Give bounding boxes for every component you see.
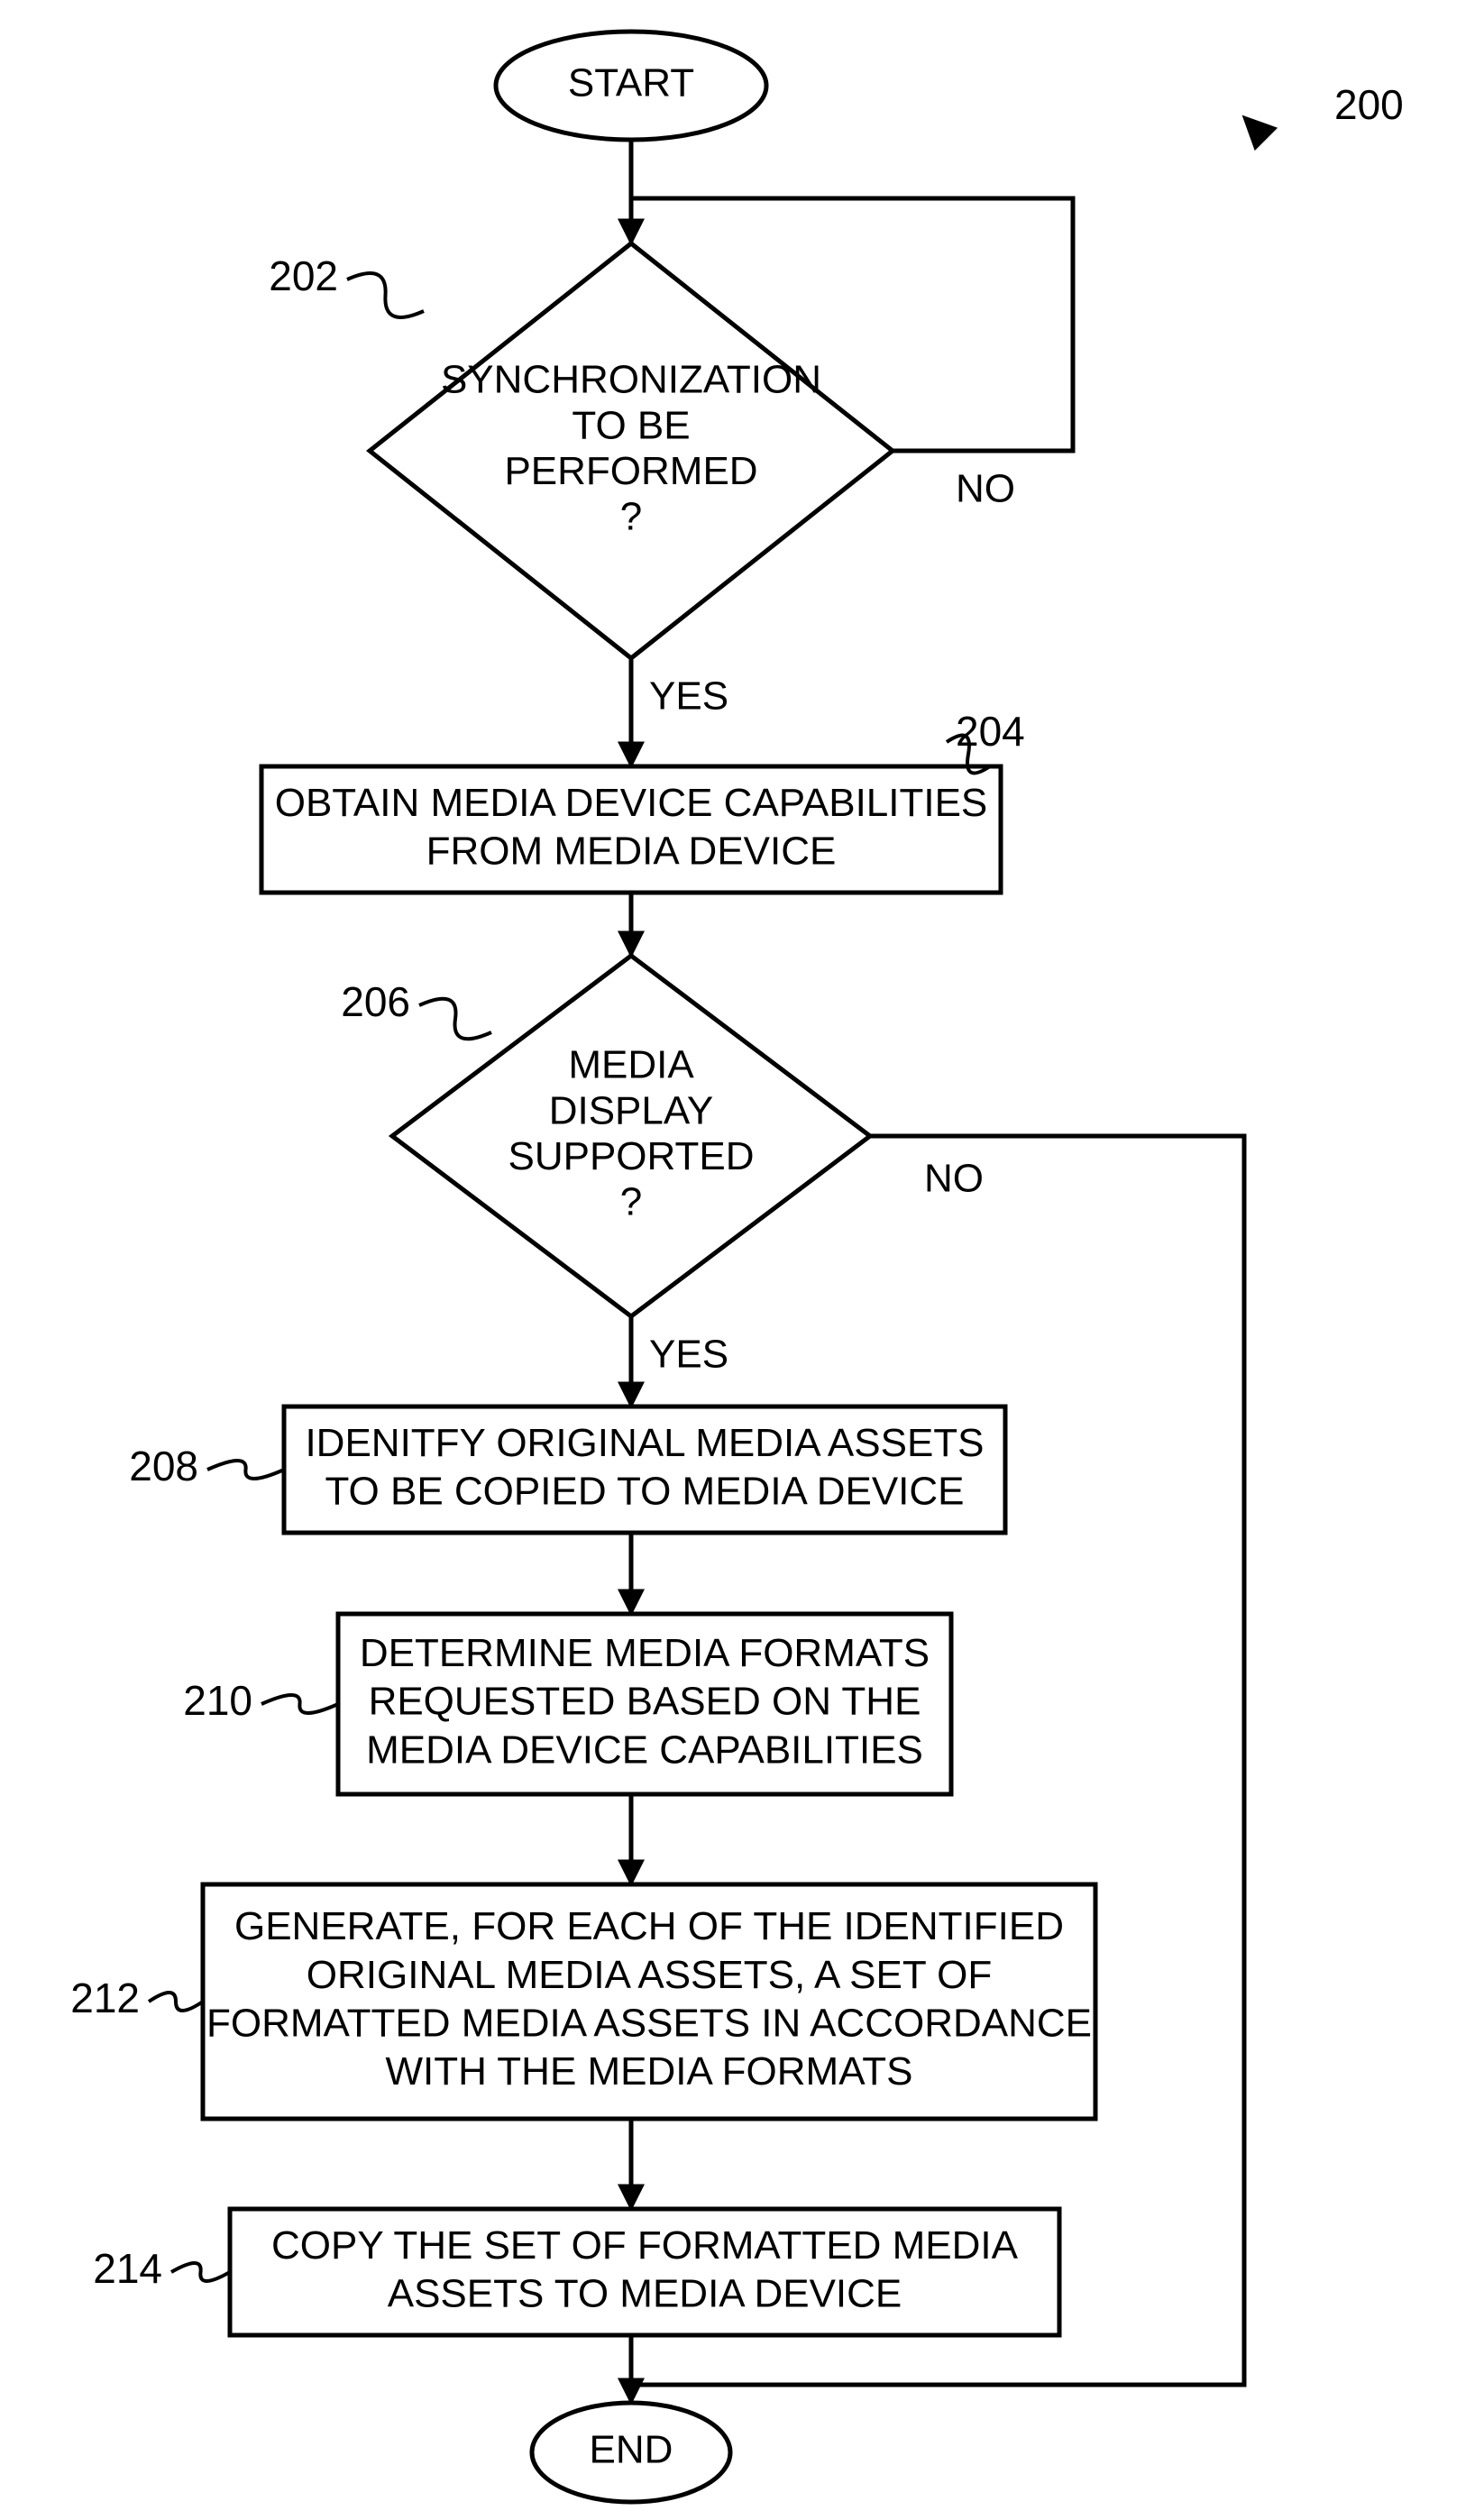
node-text: DISPLAY [549, 1088, 714, 1132]
node-text: ASSETS TO MEDIA DEVICE [388, 2271, 902, 2315]
node-text: FORMATTED MEDIA ASSETS IN ACCORDANCE [206, 2001, 1092, 2045]
node-text: SUPPORTED [508, 1134, 754, 1178]
node-text: WITH THE MEDIA FORMATS [385, 2049, 912, 2094]
node-text: SYNCHRONIZATION [441, 358, 821, 402]
node-text: TO BE COPIED TO MEDIA DEVICE [325, 1469, 964, 1513]
reference-label: 208 [129, 1443, 198, 1489]
node-text: GENERATE, FOR EACH OF THE IDENTIFIED [234, 1904, 1064, 1948]
edge-label: YES [649, 1333, 728, 1377]
reference-label: 202 [269, 252, 338, 299]
node-text: OBTAIN MEDIA DEVICE CAPABILITIES [275, 781, 988, 825]
reference-label: 214 [93, 2245, 162, 2292]
flowchart-diagram: NO YES YES NO START SYNCHRONIZATIONTO BEPERFO… [0, 0, 1484, 2520]
reference-label: 204 [956, 708, 1025, 755]
node-text: MEDIA DEVICE CAPABILITIES [366, 1727, 923, 1772]
reference-label: 200 [1334, 81, 1404, 128]
edge-label: NO [956, 467, 1015, 511]
node-text: END [590, 2428, 673, 2472]
node-text: IDENITFY ORIGINAL MEDIA ASSETS [305, 1421, 984, 1465]
reference-label: 206 [341, 978, 410, 1025]
node-text: REQUESTED BASED ON THE [369, 1680, 921, 1724]
reference-label: 212 [70, 1975, 140, 2021]
edge-label: NO [924, 1157, 984, 1201]
node-text: COPY THE SET OF FORMATTED MEDIA [271, 2223, 1019, 2268]
node-text: ? [620, 1180, 642, 1224]
node-text: ? [620, 495, 642, 539]
node-text: FROM MEDIA DEVICE [426, 829, 837, 873]
edge-label: YES [649, 674, 728, 719]
node-text: ORIGINAL MEDIA ASSETS, A SET OF [307, 1953, 992, 1997]
node-text: PERFORMED [504, 449, 757, 493]
node-text: START [568, 61, 694, 105]
node-text: DETERMINE MEDIA FORMATS [360, 1631, 930, 1675]
node-text: MEDIA [568, 1043, 694, 1087]
node-text: TO BE [572, 403, 690, 447]
reference-label: 210 [183, 1677, 252, 1724]
